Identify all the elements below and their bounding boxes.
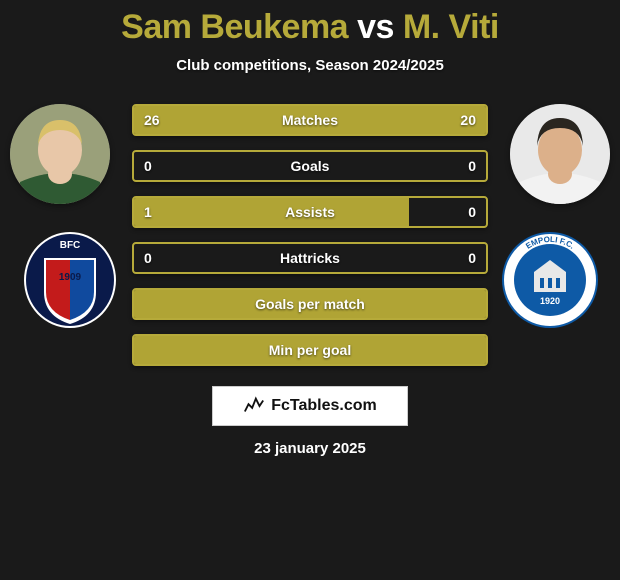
player1-crest: BFC 1909: [20, 230, 120, 330]
snapshot-date: 23 january 2025: [0, 440, 620, 457]
stat-bar: 0 0 Goals: [132, 150, 488, 182]
stat-bar: 1 0 Assists: [132, 196, 488, 228]
spark-icon: [243, 395, 265, 417]
avatar-illustration: [10, 104, 110, 204]
player1-name: Sam Beukema: [121, 8, 348, 46]
stat-bars: 26 20 Matches 0 0 Goals 1 0 Assists 0 0 Hattricks Go…: [132, 104, 488, 366]
stat-bar: Min per goal: [132, 334, 488, 366]
stat-label: Min per goal: [269, 342, 351, 358]
branding-badge: FcTables.com: [212, 386, 408, 426]
stat-bar: Goals per match: [132, 288, 488, 320]
stat-bar: 26 20 Matches: [132, 104, 488, 136]
svg-text:1920: 1920: [540, 296, 560, 306]
stat-label: Goals per match: [255, 296, 365, 312]
stat-label: Matches: [282, 112, 338, 128]
player2-avatar: [510, 104, 610, 204]
stat-value-right: 0: [468, 158, 476, 174]
svg-text:BFC: BFC: [60, 240, 81, 251]
player1-avatar: [10, 104, 110, 204]
stat-value-left: 26: [144, 112, 160, 128]
branding-text: FcTables.com: [271, 397, 377, 415]
stat-value-right: 0: [468, 204, 476, 220]
stat-label: Assists: [285, 204, 335, 220]
stat-value-right: 20: [460, 112, 476, 128]
vs-text: vs: [357, 8, 394, 46]
player2-name: M. Viti: [403, 8, 499, 46]
svg-text:1909: 1909: [59, 272, 82, 283]
stat-label: Hattricks: [280, 250, 340, 266]
crest-icon: BFC 1909: [20, 230, 120, 330]
player2-crest: EMPOLI F.C. 1920: [500, 230, 600, 330]
stat-value-left: 0: [144, 158, 152, 174]
crest-icon: EMPOLI F.C. 1920: [500, 230, 600, 330]
stat-bar: 0 0 Hattricks: [132, 242, 488, 274]
stat-value-left: 1: [144, 204, 152, 220]
stat-value-right: 0: [468, 250, 476, 266]
stat-value-left: 0: [144, 250, 152, 266]
subtitle: Club competitions, Season 2024/2025: [0, 57, 620, 74]
stat-fill-left: [134, 198, 409, 226]
avatar-illustration: [510, 104, 610, 204]
comparison-arena: BFC 1909 EMPOLI F.C. 1920 26 20 Matches 0 0 G…: [0, 104, 620, 366]
stat-label: Goals: [291, 158, 330, 174]
comparison-title: Sam Beukema vs M. Viti: [0, 0, 620, 47]
